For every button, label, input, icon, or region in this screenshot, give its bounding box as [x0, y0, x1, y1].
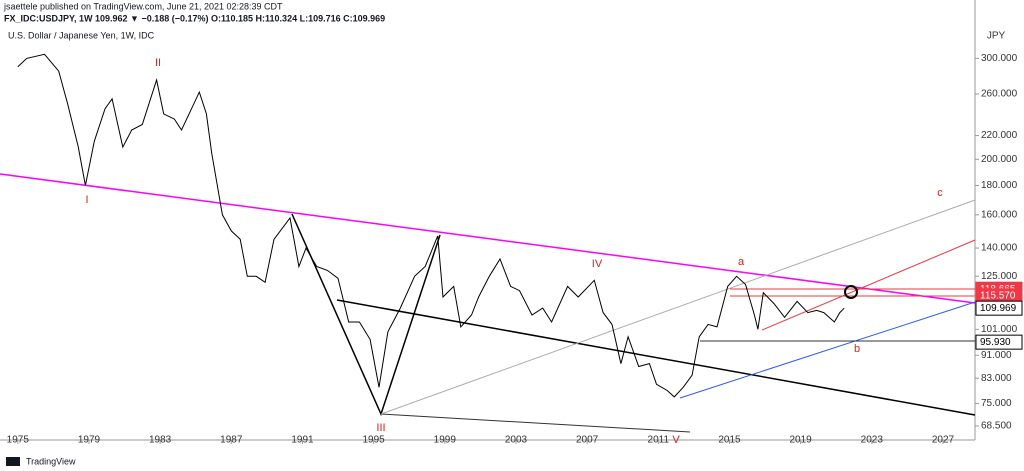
- publisher: jsaettele published on TradingView.com, …: [3, 1, 283, 11]
- wave-label: V: [672, 434, 680, 446]
- y-tick-label: 83.000: [981, 373, 1012, 384]
- wave-label: a: [738, 256, 745, 268]
- wave-label: III: [376, 422, 385, 434]
- y-tick-label: 200.000: [981, 154, 1018, 165]
- wave-label: II: [155, 57, 161, 69]
- y-tick-label: 68.500: [981, 421, 1012, 432]
- y-tick-label: 260.000: [981, 89, 1018, 100]
- price-tag: [975, 334, 1023, 350]
- y-tick-label: 160.000: [981, 209, 1018, 220]
- x-tick-label: 1987: [220, 435, 243, 446]
- wave-label: c: [937, 187, 943, 199]
- x-tick-label: 1995: [363, 435, 386, 446]
- x-tick-label: 1979: [78, 435, 101, 446]
- price-tag-label: 95.930: [980, 337, 1011, 348]
- x-tick-label: 2027: [932, 435, 955, 446]
- price-tag-label: 115.570: [980, 290, 1016, 301]
- y-tick-label: 75.000: [981, 398, 1012, 409]
- wave-label: IV: [592, 258, 603, 270]
- x-tick-label: 2011: [648, 435, 670, 446]
- x-tick-label: 2007: [576, 435, 599, 446]
- price-axis-bg: [975, 0, 1024, 471]
- price-line: [17, 53, 845, 398]
- symbol-line: FX_IDC:USDJPY, 1W 109.962 ▼ −0.188 (−0.1…: [4, 13, 385, 23]
- price-tag: [975, 300, 1023, 316]
- x-tick-label: 2019: [790, 435, 813, 446]
- x-tick-label: 2015: [718, 435, 741, 446]
- x-tick-label: 1991: [291, 435, 314, 446]
- y-tick-label: 91.000: [981, 350, 1012, 361]
- wave-label: b: [854, 343, 860, 355]
- y-tick-label: 180.000: [981, 180, 1018, 191]
- y-tick-label: 140.000: [981, 243, 1018, 254]
- y-tick-label: 220.000: [981, 130, 1018, 141]
- currency: JPY: [987, 31, 1006, 42]
- wave-label: I: [85, 194, 88, 206]
- logo-icon: [6, 457, 20, 466]
- x-tick-label: 1999: [434, 435, 457, 446]
- y-tick-label: 125.000: [981, 271, 1018, 282]
- y-tick-label: 101.000: [981, 324, 1018, 335]
- x-tick-label: 2023: [861, 435, 884, 446]
- subtitle: U.S. Dollar / Japanese Yen, 1W, IDC: [8, 30, 155, 40]
- price-tag-label: 109.969: [980, 303, 1017, 314]
- y-tick-label: 300.000: [981, 53, 1018, 64]
- drawings: [0, 173, 976, 433]
- footer-logo: TradingView: [26, 456, 76, 466]
- x-tick-label: 1983: [149, 435, 172, 446]
- x-tick-label: 1975: [7, 435, 30, 446]
- x-tick-label: 2003: [505, 435, 528, 446]
